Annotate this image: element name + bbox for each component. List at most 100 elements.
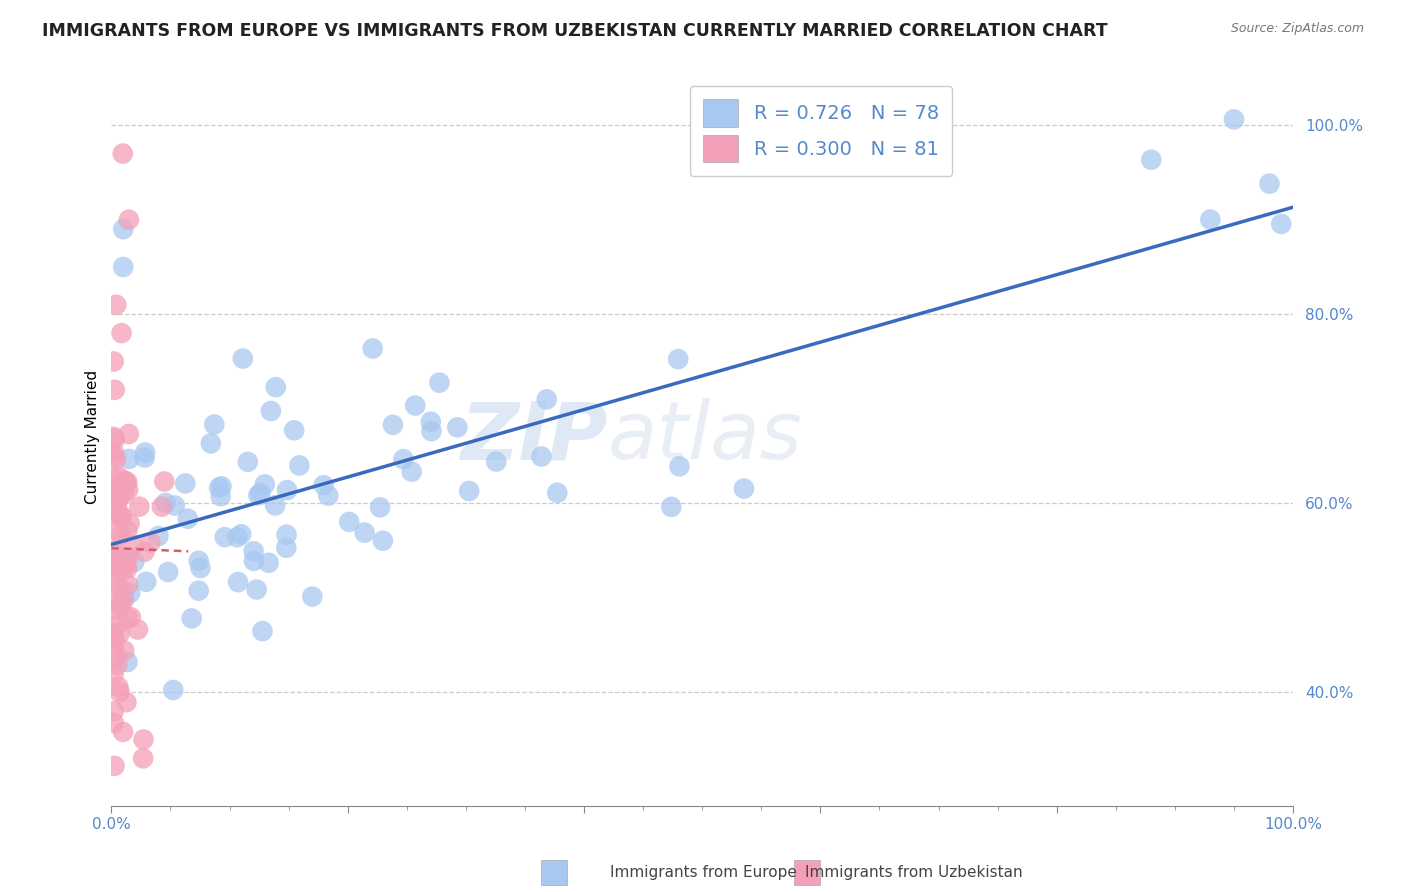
Point	[246, 582, 269, 597]
Text: Source: ZipAtlas.com: Source: ZipAtlas.com	[1230, 22, 1364, 36]
Point	[659, 500, 682, 514]
Point	[264, 499, 287, 513]
Point	[260, 404, 283, 418]
Point	[446, 420, 468, 434]
Point	[283, 423, 305, 437]
Point	[243, 554, 266, 568]
Point	[117, 549, 139, 564]
Point	[247, 488, 270, 502]
Point	[105, 508, 128, 523]
Point	[112, 594, 135, 608]
Point	[135, 574, 157, 589]
Point	[1223, 112, 1246, 127]
Point	[236, 455, 259, 469]
Point	[110, 528, 132, 542]
Point	[111, 725, 134, 739]
Point	[530, 450, 553, 464]
Point	[103, 543, 125, 558]
Point	[103, 445, 125, 459]
Text: IMMIGRANTS FROM EUROPE VS IMMIGRANTS FROM UZBEKISTAN CURRENTLY MARRIED CORRELATI: IMMIGRANTS FROM EUROPE VS IMMIGRANTS FRO…	[42, 22, 1108, 40]
Y-axis label: Currently Married: Currently Married	[86, 370, 100, 504]
Point	[103, 704, 125, 718]
Point	[105, 582, 128, 596]
Point	[209, 489, 232, 503]
Point	[127, 623, 149, 637]
Point	[288, 458, 311, 473]
Point	[117, 578, 139, 592]
Point	[117, 524, 139, 538]
Point	[118, 212, 141, 227]
Point	[104, 553, 127, 567]
Point	[301, 590, 323, 604]
Point	[190, 561, 212, 575]
Point	[242, 544, 264, 558]
Point	[105, 649, 128, 664]
Point	[429, 376, 451, 390]
Point	[112, 643, 135, 657]
Point	[117, 483, 139, 497]
Point	[110, 561, 132, 575]
Point	[337, 515, 360, 529]
Point	[148, 529, 170, 543]
Point	[110, 326, 132, 340]
Point	[108, 599, 131, 613]
Point	[733, 482, 755, 496]
Point	[485, 454, 508, 468]
FancyBboxPatch shape	[541, 860, 567, 885]
Point	[105, 482, 128, 496]
Point	[368, 500, 391, 515]
Point	[1199, 212, 1222, 227]
Point	[108, 581, 131, 595]
Point	[115, 562, 138, 576]
Point	[401, 465, 423, 479]
Point	[103, 354, 125, 368]
Point	[155, 496, 177, 510]
Point	[107, 491, 129, 506]
Point	[162, 683, 184, 698]
Point	[105, 500, 128, 514]
Point	[666, 352, 689, 367]
Point	[226, 530, 249, 544]
Point	[108, 597, 131, 611]
Point	[211, 479, 233, 493]
Point	[108, 558, 131, 572]
Point	[111, 508, 134, 523]
Point	[105, 657, 128, 672]
Point	[111, 563, 134, 577]
Point	[536, 392, 558, 407]
Point	[668, 459, 690, 474]
Text: atlas: atlas	[607, 398, 803, 476]
Point	[381, 417, 404, 432]
Point	[174, 476, 197, 491]
Point	[208, 481, 231, 495]
Point	[249, 486, 271, 500]
Point	[107, 680, 129, 694]
Point	[132, 751, 155, 765]
Point	[104, 472, 127, 486]
Point	[104, 633, 127, 648]
Point	[134, 545, 156, 559]
Point	[103, 632, 125, 646]
Point	[115, 555, 138, 569]
Point	[157, 565, 180, 579]
Point	[124, 555, 146, 569]
Point	[122, 538, 145, 552]
Point	[112, 487, 135, 501]
Point	[163, 499, 186, 513]
Point	[202, 417, 225, 432]
Point	[253, 477, 276, 491]
Point	[111, 482, 134, 496]
Point	[458, 483, 481, 498]
Point	[420, 424, 443, 438]
Point	[128, 500, 150, 514]
Point	[103, 450, 125, 464]
Point	[105, 563, 128, 577]
Point	[276, 541, 298, 555]
Point	[134, 445, 156, 459]
Point	[252, 624, 274, 639]
Point	[214, 530, 236, 544]
Point	[103, 666, 125, 681]
Point	[103, 490, 125, 504]
Point	[229, 527, 252, 541]
Text: Immigrants from Europe: Immigrants from Europe	[610, 865, 796, 880]
